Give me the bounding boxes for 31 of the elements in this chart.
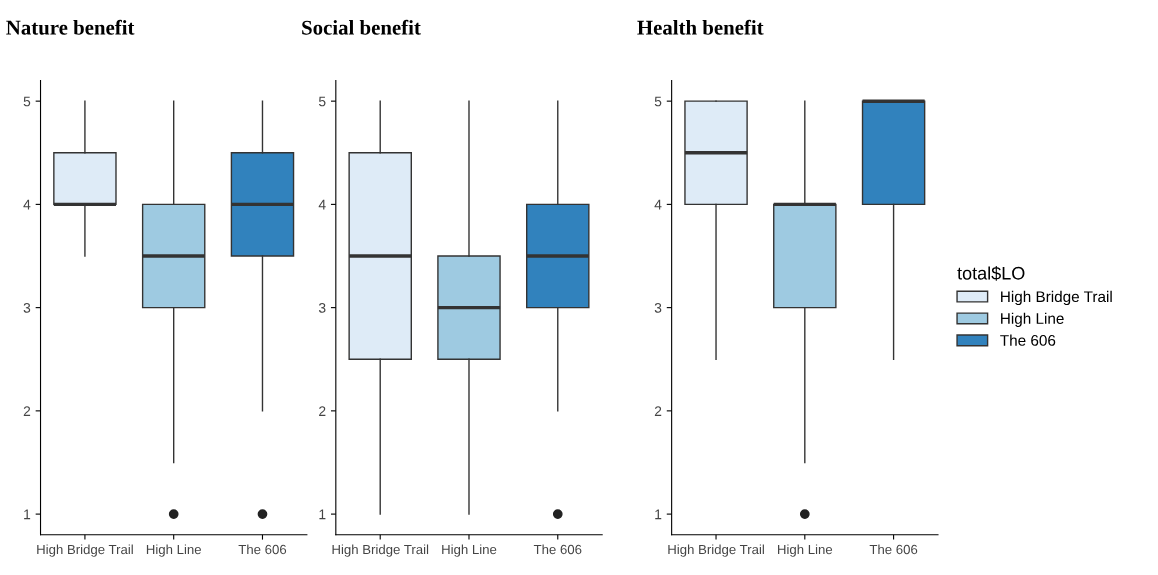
x-tick-label: High Line [146, 544, 201, 557]
chart-title: Health benefit [637, 19, 764, 35]
y-tick-label: 5 [654, 96, 662, 107]
x-tick-label: High Line [778, 544, 833, 557]
legend-label: The 606 [1000, 334, 1056, 346]
legend-label: High Bridge Trail [1001, 290, 1112, 306]
y-tick-label: 4 [654, 199, 662, 210]
legend-label: High Line [1001, 312, 1064, 327]
y-tick-label: 5 [318, 96, 326, 107]
y-tick-label: 1 [319, 509, 326, 520]
y-tick-label: 2 [319, 406, 326, 416]
y-tick-label: 3 [654, 302, 662, 313]
y-tick-label: 3 [23, 302, 31, 313]
legend-title: total$LO [957, 266, 1025, 281]
x-tick-label: High Bridge Trail [37, 544, 133, 557]
y-tick-label: 4 [318, 199, 326, 210]
x-tick-label: The 606 [869, 544, 918, 555]
x-tick-label: High Bridge Trail [332, 544, 429, 557]
chart-title: Social benefit [302, 19, 421, 35]
y-tick-label: 2 [23, 406, 31, 416]
y-tick-label: 2 [654, 406, 662, 416]
y-tick-label: 5 [23, 96, 31, 107]
x-tick-label: The 606 [533, 544, 582, 555]
x-tick-label: The 606 [238, 544, 287, 555]
y-tick-label: 3 [318, 302, 326, 313]
x-tick-label: High Bridge Trail [668, 544, 764, 557]
chart-title: Nature benefit [6, 19, 135, 35]
x-tick-label: High Line [442, 544, 497, 557]
y-tick-label: 4 [23, 199, 31, 210]
y-tick-label: 1 [655, 509, 662, 520]
y-tick-label: 1 [24, 509, 31, 520]
